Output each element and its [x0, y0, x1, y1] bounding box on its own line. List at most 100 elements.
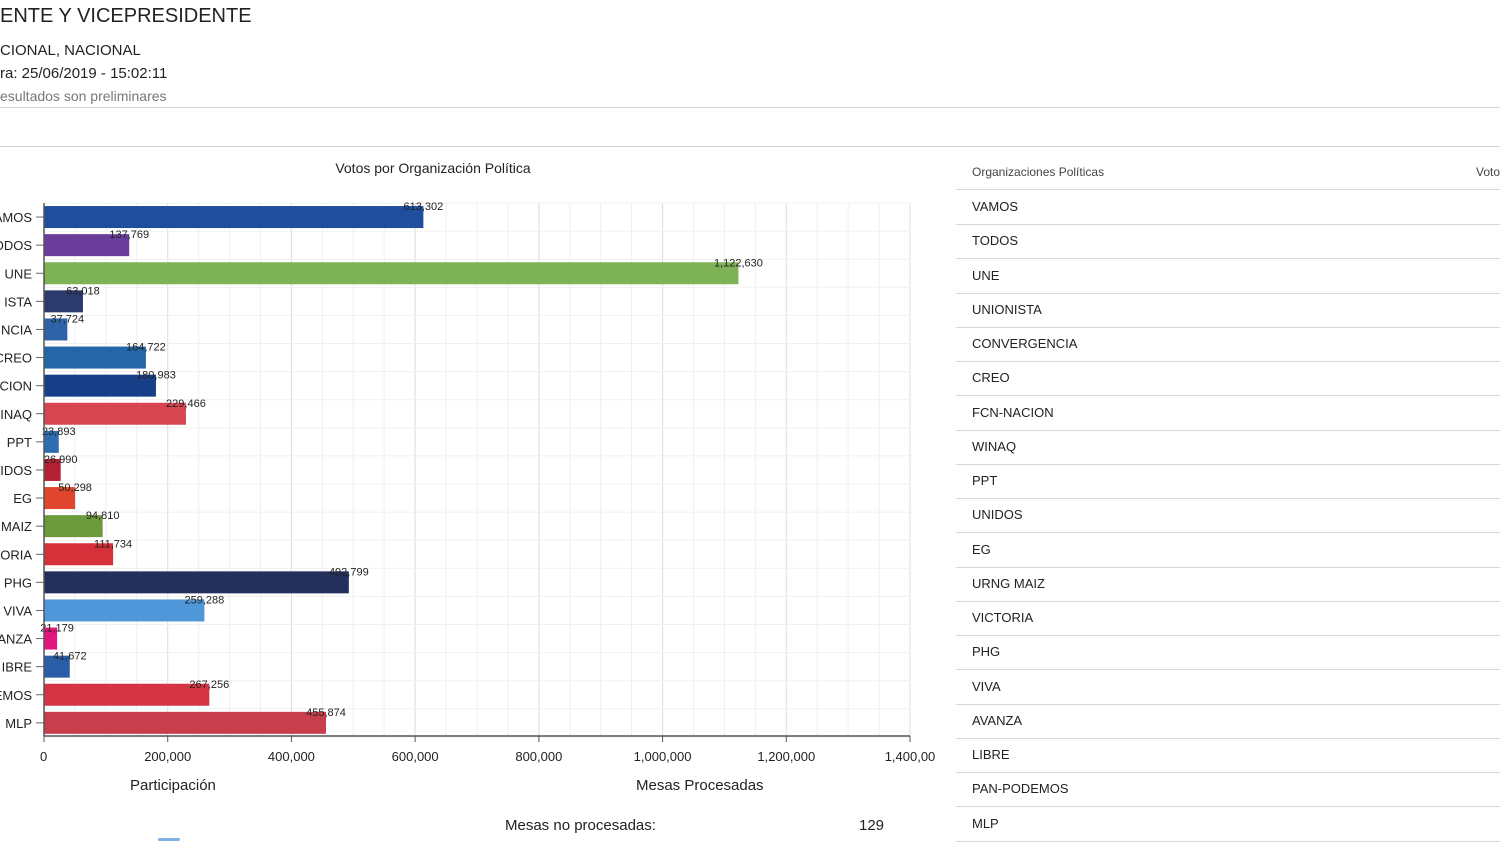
x-tick-label: 0	[40, 749, 47, 764]
bar	[44, 318, 68, 341]
bar	[44, 711, 326, 734]
organization-name: VIVA	[972, 678, 1001, 694]
x-tick-label: 1,000,000	[634, 749, 692, 764]
table-row: CREO	[956, 361, 1500, 397]
organization-name: PHG	[972, 644, 1001, 660]
organization-name: VAMOS	[972, 199, 1018, 214]
x-tick-label: 400,000	[268, 749, 315, 764]
organization-name: LIBRE	[972, 747, 1010, 762]
category-label: PPT	[7, 435, 32, 450]
organization-name: TODOS	[972, 233, 1018, 249]
participacion-label: Participación	[130, 777, 216, 794]
organization-name: CONVERGENCIA	[972, 336, 1078, 351]
category-label: VIVA	[3, 603, 32, 618]
table-row: AVANZA	[956, 704, 1500, 739]
data-label: 41,672	[53, 651, 87, 663]
data-label: 492,799	[329, 566, 369, 578]
category-label: NCIA	[1, 322, 32, 337]
bar	[44, 571, 349, 594]
data-label: 23,893	[42, 426, 76, 438]
category-label: ANZA	[0, 632, 32, 647]
category-label: MLP	[5, 716, 32, 731]
table-row: TODOS	[956, 224, 1500, 260]
table-row: UNIDOS	[956, 498, 1500, 534]
organization-name: PAN-PODEMOS	[972, 781, 1069, 797]
organization-name: UNIDOS	[972, 507, 1023, 523]
mesas-no-procesadas-value: 129	[859, 817, 885, 834]
organization-name: URNG MAIZ	[972, 575, 1045, 591]
data-label: 137,769	[109, 229, 149, 241]
x-tick-label: 800,000	[515, 749, 562, 764]
data-label: 21,179	[40, 623, 74, 635]
preliminary-note: esultados son preliminares	[0, 88, 167, 104]
x-tick-label: 600,000	[392, 749, 439, 764]
category-label: UNE	[5, 266, 33, 281]
category-label: ORIA	[0, 547, 32, 562]
organization-name: AVANZA	[972, 712, 1023, 728]
bar	[44, 290, 83, 313]
table-row: EG	[956, 533, 1500, 568]
table-row: VICTORIA	[956, 601, 1500, 636]
table-row: MLP	[956, 807, 1500, 842]
x-tick-label: 1,200,000	[757, 749, 815, 764]
data-label: 259,288	[185, 594, 225, 606]
data-label: 63,018	[66, 285, 100, 297]
organization-name: FCN-NACION	[972, 404, 1054, 420]
category-label: CION	[0, 379, 32, 394]
data-label: 1,122,630	[714, 257, 763, 269]
data-label: 164,722	[126, 342, 166, 354]
data-label: 229,466	[166, 398, 206, 410]
category-label: PHG	[4, 575, 32, 590]
bar	[44, 402, 186, 425]
bar	[44, 262, 739, 285]
bar	[44, 515, 103, 538]
table-row: UNE	[956, 259, 1500, 294]
table-header-organizations: Organizaciones Políticas	[972, 165, 1105, 179]
bar	[44, 458, 61, 481]
header-divider	[0, 107, 1500, 108]
category-label: EG	[13, 491, 32, 506]
data-label: 111,734	[94, 538, 132, 550]
table-row: LIBRE	[956, 738, 1500, 773]
x-tick-label: 1,400,00	[885, 749, 936, 764]
organization-name: EG	[972, 541, 991, 557]
table-row: PHG	[956, 635, 1500, 671]
mesas-procesadas-label: Mesas Procesadas	[636, 777, 764, 794]
section-divider	[0, 146, 1500, 147]
bar	[44, 655, 70, 678]
bar	[44, 543, 114, 566]
category-label: IBRE	[2, 660, 33, 675]
category-label: AMOS	[0, 210, 32, 225]
mesas-no-procesadas-label: Mesas no procesadas:	[505, 817, 656, 834]
table-row: WINAQ	[956, 430, 1500, 465]
table-row: PAN-PODEMOS	[956, 772, 1500, 808]
category-label: ISTA	[4, 294, 32, 309]
organization-name: VICTORIA	[972, 610, 1034, 625]
data-label: 37,724	[51, 313, 85, 325]
votes-bar-chart: Votos por Organización Política 613,302 AM…	[0, 160, 936, 764]
bar	[44, 599, 205, 622]
data-label: 50,298	[58, 482, 92, 494]
organization-name: CREO	[972, 370, 1010, 386]
table-row: PPT	[956, 464, 1500, 499]
bar	[44, 430, 59, 453]
data-label: 94,810	[86, 510, 120, 522]
data-label: 26,990	[44, 454, 78, 466]
page-subtitle: CIONAL, NACIONAL	[0, 42, 141, 59]
data-label: 455,874	[306, 707, 346, 719]
table-row: UNIONISTA	[956, 293, 1500, 328]
page-title: ENTE Y VICEPRESIDENTE	[0, 5, 252, 27]
category-label: MAIZ	[1, 519, 32, 534]
table-row: CONVERGENCIA	[956, 327, 1500, 362]
bar	[44, 683, 210, 706]
table-row: VAMOS	[956, 190, 1500, 225]
category-label: IDOS	[0, 463, 32, 478]
organization-name: WINAQ	[972, 438, 1017, 454]
category-label: CREO	[0, 351, 32, 366]
bar	[44, 346, 146, 369]
category-label: EMOS	[0, 688, 32, 703]
bar	[44, 487, 76, 510]
organization-name: PPT	[972, 473, 998, 488]
chart-title: Votos por Organización Política	[335, 160, 531, 176]
bar	[44, 234, 130, 257]
